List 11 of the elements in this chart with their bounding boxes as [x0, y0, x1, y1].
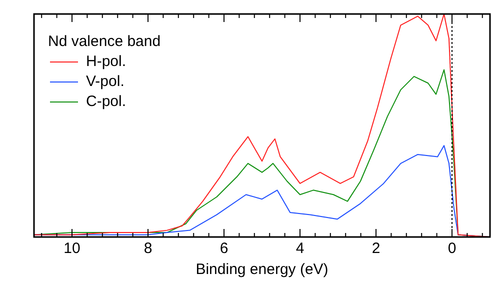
x-tick-label: 2: [372, 240, 380, 258]
legend-label: C-pol.: [86, 93, 126, 110]
x-tick-label: 6: [220, 240, 228, 258]
legend-title: Nd valence band: [48, 33, 161, 50]
x-tick-label: 10: [64, 240, 80, 258]
legend-label: H-pol.: [86, 53, 126, 70]
x-tick-label: 0: [448, 240, 456, 258]
x-axis-title: Binding energy (eV): [196, 261, 328, 278]
legend-label: V-pol.: [86, 73, 124, 90]
x-tick-label: 8: [144, 240, 152, 258]
x-tick-label: 4: [296, 240, 304, 258]
